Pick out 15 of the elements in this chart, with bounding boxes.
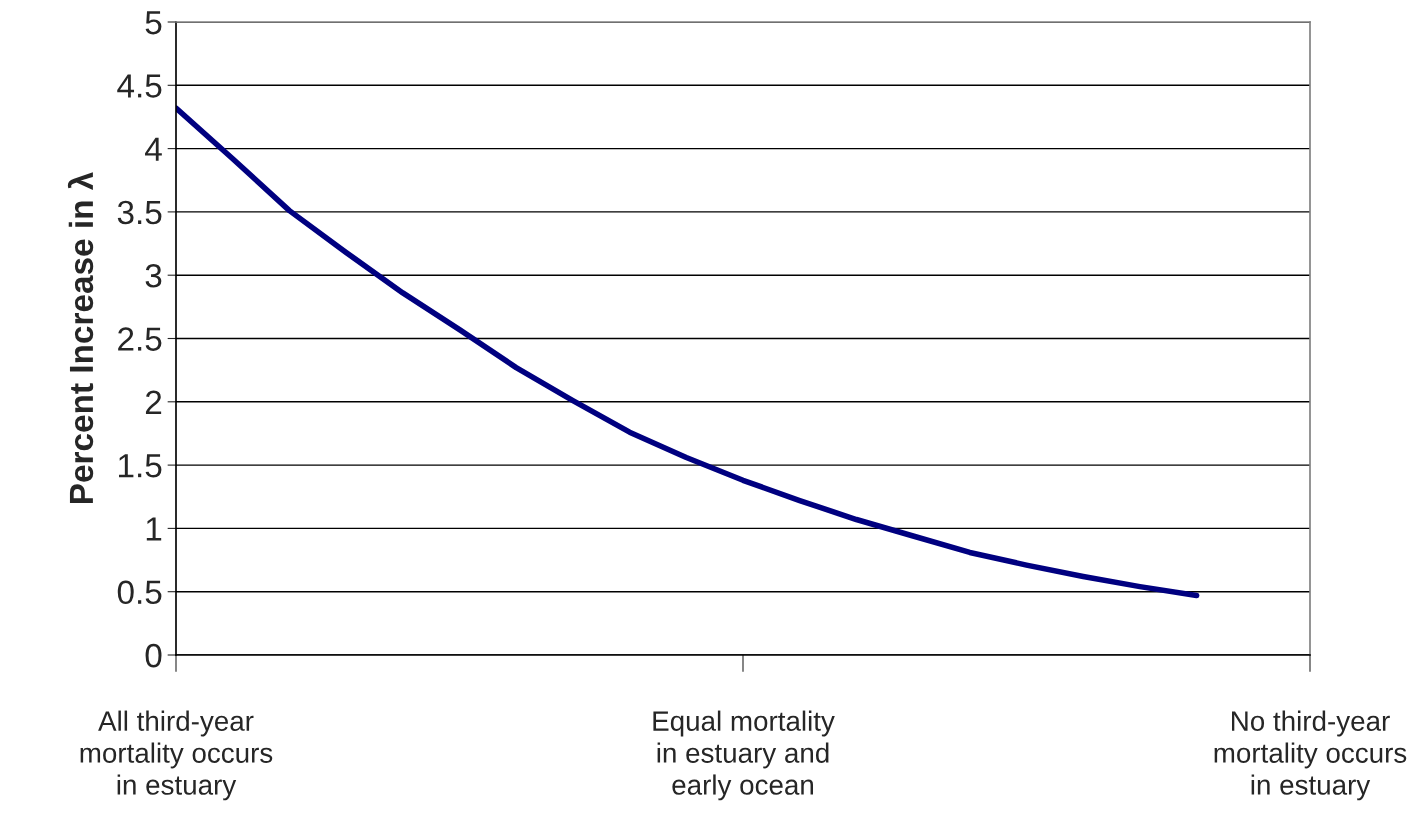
- x-tick-label: No third-year mortality occurs in estuary: [1214, 710, 1407, 801]
- y-tick-label: 3.5: [117, 200, 162, 225]
- y-tick-label: 2.5: [118, 327, 162, 351]
- y-tick-label: 4: [145, 137, 162, 161]
- y-tick-label: 0.5: [117, 580, 162, 605]
- x-tick-label: Equal mortality in estuary and early ocean: [653, 710, 835, 801]
- y-tick-label: 0: [145, 643, 162, 668]
- y-tick-label: 1: [146, 517, 162, 541]
- y-axis-title: Percent Increase in λ: [67, 172, 94, 504]
- y-tick-label: 1.5: [119, 454, 162, 478]
- x-tick-label: All third-year mortality occurs in estuary: [80, 710, 273, 801]
- y-tick-label: 5: [145, 11, 162, 35]
- y-tick-label: 2: [145, 390, 162, 414]
- y-tick-label: 4.5: [117, 74, 162, 98]
- y-tick-label: 3: [145, 264, 162, 288]
